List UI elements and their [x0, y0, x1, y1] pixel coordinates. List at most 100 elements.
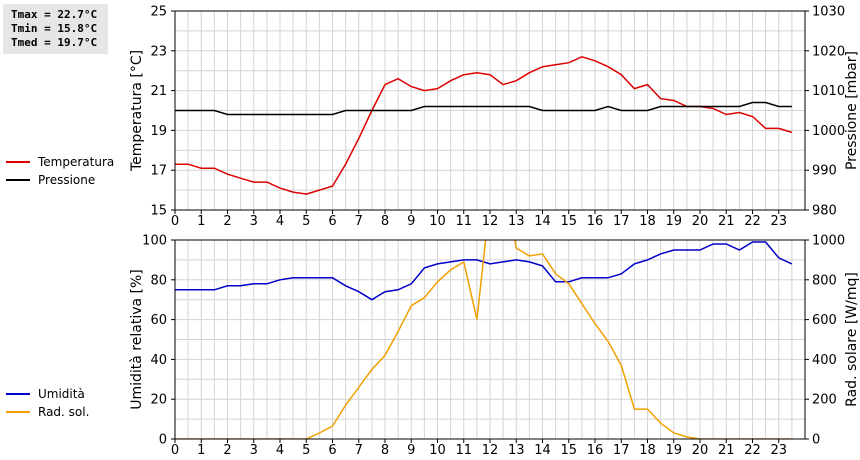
series-line-pressione [175, 101, 792, 116]
x-tick-label: 3 [250, 214, 258, 229]
stats-box: Tmax = 22.7°C Tmin = 15.8°C Tmed = 19.7°… [3, 4, 108, 54]
x-tick-label: 22 [744, 214, 761, 229]
x-tick-label: 16 [587, 443, 604, 458]
x-tick-label: 0 [171, 443, 179, 458]
y-axis-label: Umidità relativa [%] [129, 269, 145, 410]
y-tick-label: 23 [150, 44, 167, 59]
x-tick-label: 16 [587, 214, 604, 229]
x-tick-label: 8 [381, 443, 389, 458]
y2-tick-label: 600 [812, 313, 837, 328]
x-tick-label: 11 [455, 214, 472, 229]
legend-swatch [6, 393, 30, 395]
x-tick-label: 15 [560, 214, 577, 229]
y2-tick-label: 1000 [812, 234, 845, 249]
y2-tick-label: 1010 [812, 84, 845, 99]
y2-tick-label: 1020 [812, 44, 845, 59]
tmin-stat: Tmin = 15.8°C [11, 22, 98, 35]
x-tick-label: 13 [508, 443, 525, 458]
y2-tick-label: 800 [812, 273, 837, 288]
x-tick-label: 11 [455, 443, 472, 458]
x-tick-label: 18 [639, 443, 656, 458]
y2-tick-label: 0 [812, 433, 820, 448]
legend-label: Umidità [38, 387, 85, 401]
y-tick-label: 21 [150, 84, 167, 99]
x-tick-label: 2 [223, 214, 231, 229]
legend-item-rad-sol: Rad. sol. [6, 403, 89, 421]
x-tick-label: 21 [718, 443, 735, 458]
x-tick-label: 7 [355, 214, 363, 229]
x-tick-label: 12 [482, 214, 499, 229]
legend-bottom: Umidità Rad. sol. [6, 385, 89, 421]
x-tick-label: 1 [197, 443, 205, 458]
x-tick-label: 6 [328, 443, 336, 458]
x-tick-label: 9 [407, 443, 415, 458]
x-tick-label: 10 [429, 214, 446, 229]
x-tick-label: 13 [508, 214, 525, 229]
y2-tick-label: 990 [812, 164, 837, 179]
x-tick-label: 5 [302, 443, 310, 458]
x-tick-label: 22 [744, 443, 761, 458]
x-tick-label: 15 [560, 443, 577, 458]
series-line-rad-sol- [175, 240, 792, 439]
x-tick-label: 12 [482, 443, 499, 458]
series-line-temperatura [175, 56, 793, 195]
y-tick-label: 0 [159, 433, 167, 448]
y-tick-label: 20 [150, 393, 167, 408]
y-axis-label: Temperatura [°C] [129, 50, 145, 172]
legend-top: Temperatura Pressione [6, 153, 114, 189]
legend-item-pressione: Pressione [6, 171, 114, 189]
x-tick-label: 5 [302, 214, 310, 229]
tmed-stat: Tmed = 19.7°C [11, 36, 98, 49]
x-tick-label: 20 [692, 443, 709, 458]
y2-tick-label: 980 [812, 204, 837, 219]
x-tick-label: 19 [665, 214, 682, 229]
y2-tick-label: 400 [812, 353, 837, 368]
y-tick-label: 40 [150, 353, 167, 368]
x-tick-label: 20 [692, 214, 709, 229]
legend-item-temperatura: Temperatura [6, 153, 114, 171]
x-tick-label: 4 [276, 214, 284, 229]
legend-swatch [6, 411, 30, 413]
x-tick-label: 8 [381, 214, 389, 229]
legend-swatch [6, 179, 30, 181]
series-line-umidit- [175, 241, 793, 301]
y2-tick-label: 1000 [812, 124, 845, 139]
y2-tick-label: 1030 [812, 5, 845, 20]
y-tick-label: 19 [150, 124, 167, 139]
x-tick-label: 9 [407, 214, 415, 229]
legend-label: Pressione [38, 173, 96, 187]
y2-axis-label: Pressione [mbar] [844, 51, 860, 170]
x-tick-label: 19 [665, 443, 682, 458]
legend-swatch [6, 161, 30, 163]
legend-label: Rad. sol. [38, 405, 90, 419]
x-tick-label: 17 [613, 443, 630, 458]
y-tick-label: 80 [150, 273, 167, 288]
x-tick-label: 6 [328, 214, 336, 229]
legend-item-umidita: Umidità [6, 385, 89, 403]
x-tick-label: 7 [355, 443, 363, 458]
x-tick-label: 4 [276, 443, 284, 458]
x-tick-label: 23 [770, 214, 787, 229]
x-tick-label: 23 [770, 443, 787, 458]
x-tick-label: 18 [639, 214, 656, 229]
x-tick-label: 1 [197, 214, 205, 229]
x-tick-label: 21 [718, 214, 735, 229]
x-tick-label: 3 [250, 443, 258, 458]
x-tick-label: 0 [171, 214, 179, 229]
y-tick-label: 100 [142, 234, 167, 249]
x-tick-label: 14 [534, 214, 551, 229]
y-tick-label: 60 [150, 313, 167, 328]
y2-axis-label: Rad. solare [W/mq] [844, 272, 860, 407]
y-tick-label: 15 [150, 204, 167, 219]
x-tick-label: 10 [429, 443, 446, 458]
y2-tick-label: 200 [812, 393, 837, 408]
legend-label: Temperatura [38, 155, 115, 169]
y-tick-label: 17 [150, 164, 167, 179]
x-tick-label: 17 [613, 214, 630, 229]
x-tick-label: 14 [534, 443, 551, 458]
x-tick-label: 2 [223, 443, 231, 458]
tmax-stat: Tmax = 22.7°C [11, 8, 98, 21]
